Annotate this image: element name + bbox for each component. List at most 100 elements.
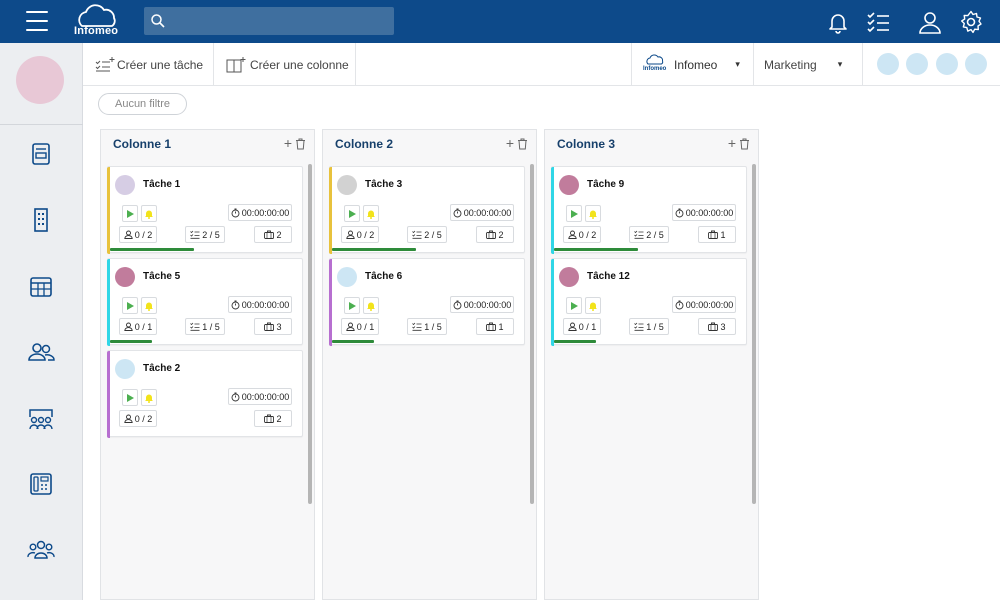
top-bar: Infomeo [0,0,1000,43]
task-title: Tâche 5 [143,271,181,282]
checklist-icon[interactable] [866,10,890,34]
user-icon [346,230,355,239]
trash-icon[interactable] [739,137,750,155]
add-task-icon [95,56,115,71]
menu-icon[interactable] [26,11,48,31]
checklist-count: 1 / 5 [424,321,442,332]
avatar [337,267,357,287]
trash-icon[interactable] [295,137,306,155]
document-icon[interactable] [27,140,55,168]
users-icon[interactable] [27,338,55,366]
reminder-button[interactable] [585,297,601,314]
assignees-count: 0 / 2 [578,229,597,240]
reminder-button[interactable] [141,389,157,406]
reminder-button[interactable] [585,205,601,222]
task-card[interactable]: Tâche 5 00:00:00:00 0 / 1 1 / 5 3 [107,258,303,346]
card-color-bar [107,351,110,438]
create-task-button[interactable]: Créer une tâche [95,43,203,86]
briefcase-badge: 1 [698,226,736,243]
briefcase-badge: 3 [254,318,292,335]
assignees-count: 0 / 1 [356,321,375,332]
bell-icon[interactable] [826,10,850,34]
play-button[interactable] [122,389,138,406]
briefcase-badge: 1 [476,318,514,335]
reminder-button[interactable] [141,297,157,314]
checklist-icon [412,230,422,239]
card-color-bar [551,167,554,254]
play-button[interactable] [344,297,360,314]
gear-icon[interactable] [959,10,983,34]
assignees-badge: 0 / 2 [341,226,379,243]
reminder-button[interactable] [363,297,379,314]
create-column-label: Créer une colonne [250,57,349,72]
task-card[interactable]: Tâche 1 00:00:00:00 0 / 2 2 / 5 2 [107,166,303,254]
member-avatar[interactable] [877,53,899,75]
timer-badge: 00:00:00:00 [228,388,292,405]
assignees-badge: 0 / 1 [341,318,379,335]
assignees-badge: 0 / 2 [119,226,157,243]
add-card-icon[interactable]: + [727,135,736,151]
progress-bar [554,340,596,343]
directory-icon[interactable] [27,470,55,498]
briefcase-icon [264,414,275,423]
card-color-bar [329,167,332,254]
team-icon[interactable] [27,536,55,564]
create-column-button[interactable]: Créer une colonne [226,43,349,86]
timer-badge: 00:00:00:00 [672,204,736,221]
caret-down-icon: ▾ [735,59,740,69]
building-icon[interactable] [27,206,55,234]
assignees-count: 0 / 2 [134,229,153,240]
briefcase-count: 3 [276,321,282,332]
user-icon[interactable] [918,10,942,34]
progress-bar [110,248,194,251]
checklist-icon [634,322,644,331]
briefcase-icon [708,230,719,239]
play-button[interactable] [122,297,138,314]
avatar[interactable] [16,56,64,104]
task-card[interactable]: Tâche 2 00:00:00:00 0 / 2 2 [107,350,303,438]
timer-badge: 00:00:00:00 [672,296,736,313]
avatar [115,175,135,195]
member-avatar[interactable] [965,53,987,75]
meeting-icon[interactable] [27,405,55,433]
calendar-table-icon[interactable] [27,273,55,301]
briefcase-icon [708,322,719,331]
checklist-badge: 2 / 5 [629,226,669,243]
add-card-icon[interactable]: + [505,135,514,151]
avatar [115,267,135,287]
assignees-count: 0 / 1 [578,321,597,332]
add-card-icon[interactable]: + [283,135,292,151]
progress-bar [332,248,416,251]
column-scrollbar[interactable] [530,164,534,504]
filter-button[interactable]: Aucun filtre [98,93,187,115]
task-card[interactable]: Tâche 3 00:00:00:00 0 / 2 2 / 5 2 [329,166,525,254]
search-bar[interactable] [144,7,394,35]
reminder-button[interactable] [363,205,379,222]
play-button[interactable] [122,205,138,222]
column-scrollbar[interactable] [308,164,312,504]
task-card[interactable]: Tâche 9 00:00:00:00 0 / 2 2 / 5 1 [551,166,747,254]
play-button[interactable] [566,205,582,222]
checklist-count: 1 / 5 [202,321,220,332]
timer-value: 00:00:00:00 [685,207,734,218]
task-card[interactable]: Tâche 6 00:00:00:00 0 / 1 1 / 5 1 [329,258,525,346]
avatar [559,267,579,287]
toolbar-separator [631,43,632,86]
play-icon [126,301,134,310]
task-card[interactable]: Tâche 12 00:00:00:00 0 / 1 1 / 5 3 [551,258,747,346]
trash-icon[interactable] [517,137,528,155]
cloud-logo-icon[interactable] [72,4,122,40]
timer-value: 00:00:00:00 [463,299,512,310]
play-button[interactable] [566,297,582,314]
member-avatar[interactable] [936,53,958,75]
reminder-button[interactable] [141,205,157,222]
checklist-icon [412,322,422,331]
company-select[interactable]: Infomeo Infomeo ▾ [643,43,743,86]
member-avatar[interactable] [906,53,928,75]
sidebar-divider [0,124,83,125]
department-select[interactable]: Marketing ▾ [764,43,864,86]
play-button[interactable] [344,205,360,222]
column-scrollbar[interactable] [752,164,756,504]
